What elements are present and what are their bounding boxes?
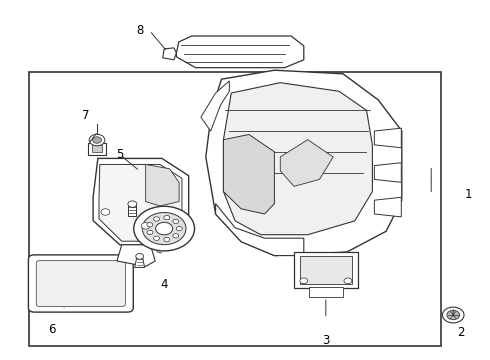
Text: 3: 3 — [322, 334, 330, 347]
Circle shape — [442, 307, 464, 323]
FancyBboxPatch shape — [36, 261, 125, 306]
Bar — [294, 252, 358, 288]
Text: 6: 6 — [48, 323, 55, 336]
Polygon shape — [280, 140, 333, 186]
Circle shape — [154, 217, 160, 221]
Circle shape — [128, 201, 137, 207]
Circle shape — [164, 215, 170, 220]
Circle shape — [164, 238, 170, 242]
Circle shape — [173, 234, 179, 238]
Text: 5: 5 — [116, 148, 124, 161]
Text: 1: 1 — [464, 188, 472, 201]
Circle shape — [173, 219, 179, 224]
Polygon shape — [223, 135, 274, 214]
Polygon shape — [223, 83, 372, 235]
Bar — [92, 145, 102, 152]
Text: 2: 2 — [457, 327, 465, 339]
Bar — [88, 143, 106, 155]
Circle shape — [89, 134, 105, 146]
Text: 4: 4 — [160, 278, 168, 291]
Polygon shape — [374, 197, 401, 217]
Polygon shape — [99, 165, 182, 241]
Polygon shape — [216, 204, 304, 256]
Circle shape — [154, 236, 160, 240]
Circle shape — [147, 222, 153, 227]
Polygon shape — [206, 70, 402, 256]
Polygon shape — [128, 205, 136, 216]
Circle shape — [134, 206, 195, 251]
Polygon shape — [176, 36, 304, 68]
Polygon shape — [201, 81, 229, 131]
Circle shape — [344, 278, 352, 284]
Circle shape — [136, 253, 144, 259]
Polygon shape — [135, 257, 145, 267]
Polygon shape — [93, 158, 189, 245]
Bar — [29, 72, 441, 346]
Polygon shape — [163, 48, 176, 60]
Text: 8: 8 — [136, 24, 144, 37]
FancyBboxPatch shape — [28, 255, 133, 312]
Polygon shape — [374, 128, 401, 148]
Circle shape — [101, 209, 110, 215]
Circle shape — [300, 278, 308, 284]
Circle shape — [147, 230, 153, 235]
Text: 7: 7 — [82, 109, 90, 122]
Circle shape — [156, 222, 172, 235]
Circle shape — [447, 310, 460, 320]
Bar — [300, 256, 352, 284]
Polygon shape — [146, 165, 179, 206]
Circle shape — [142, 212, 186, 245]
Bar — [309, 287, 343, 297]
Polygon shape — [117, 245, 155, 266]
Circle shape — [141, 222, 150, 229]
Circle shape — [93, 137, 101, 143]
Polygon shape — [374, 163, 401, 182]
Circle shape — [176, 226, 182, 231]
